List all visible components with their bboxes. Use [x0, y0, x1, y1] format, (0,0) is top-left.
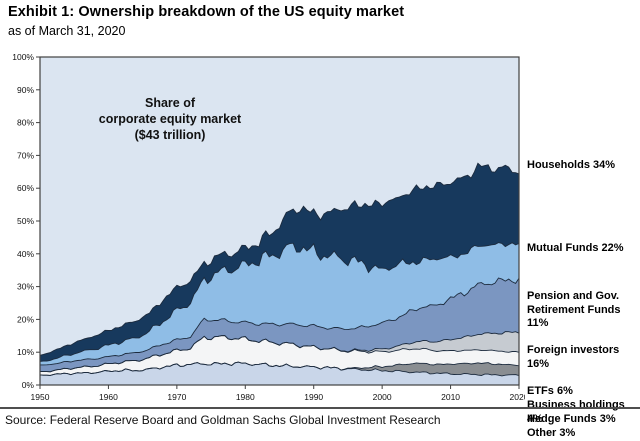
x-axis-tick-label: 1950	[31, 392, 50, 402]
boundary-hedge-funds	[39, 361, 520, 376]
source-text: Source: Federal Reserve Board and Goldma…	[5, 413, 441, 427]
x-axis-tick-label: 1990	[304, 392, 323, 402]
y-axis-tick-label: 90%	[17, 85, 34, 95]
series-label-mutual-funds: Mutual Funds 22%	[527, 242, 624, 254]
ownership-stacked-area-chart: 0% 10% 20% 30% 40% 50% 60% 70% 80% 90% 100% 1950 196…	[0, 50, 640, 439]
boundary-foreign-investors	[40, 277, 520, 366]
area-business-holdings	[40, 335, 519, 376]
x-axis-tick-label: 1980	[236, 392, 255, 402]
x-axis-tick-label: 2010	[441, 392, 460, 402]
y-axis-tick-label: 0%	[22, 380, 35, 390]
y-axis-tick-label: 10%	[17, 347, 34, 357]
y-axis-tick-label: 70%	[17, 150, 34, 160]
boundary-pension-retirement-funds	[39, 242, 520, 362]
y-axis-tick-label: 60%	[17, 183, 34, 193]
y-axis-tick-label: 100%	[12, 52, 34, 62]
chart-canvas: 0% 10% 20% 30% 40% 50% 60% 70% 80% 90% 100% 1950 196…	[12, 52, 525, 402]
y-axis-tick-label: 80%	[17, 118, 34, 128]
y-axis-tick-label: 40%	[17, 249, 34, 259]
area-other	[40, 362, 519, 385]
y-axis-tick-label: 50%	[17, 216, 34, 226]
x-axis-tick-label: 1960	[99, 392, 118, 402]
annotation-line-3: ($43 trillion)	[135, 128, 206, 142]
x-axis-tick-label: 2020	[510, 392, 525, 402]
boundary-mutual-funds	[39, 162, 520, 356]
area-foreign-investors	[40, 278, 519, 372]
y-axis-tick-label: 20%	[17, 314, 34, 324]
y-axis-tick-label: 30%	[17, 282, 34, 292]
page-subtitle: as of March 31, 2020	[8, 24, 126, 38]
area-pension-retirement-funds	[40, 242, 519, 365]
series-label-pension-retirement-funds: Pension and Gov. Retirement Funds 11%	[527, 290, 621, 329]
series-label-households: Households 34%	[527, 159, 616, 171]
page-title: Exhibit 1: Ownership breakdown of the US…	[8, 4, 405, 20]
annotation-line-2: corporate equity market	[99, 112, 242, 126]
series-label-etfs: ETFs 6%	[527, 385, 573, 397]
area-mutual-funds	[40, 163, 519, 362]
x-axis-tick-label: 1970	[167, 392, 186, 402]
plot-frame	[39, 56, 520, 386]
x-axis-tick-label: 2000	[373, 392, 392, 402]
footer-divider	[0, 407, 640, 409]
series-label-other: Other 3%	[527, 427, 576, 439]
series-label-hedge-funds: Hedge Funds 3%	[527, 413, 616, 425]
series-label-foreign-investors: Foreign investors 16%	[527, 344, 620, 370]
area-hedge-funds	[40, 362, 519, 376]
annotation-line-1: Share of	[145, 96, 196, 110]
boundary-etfs	[39, 331, 520, 373]
